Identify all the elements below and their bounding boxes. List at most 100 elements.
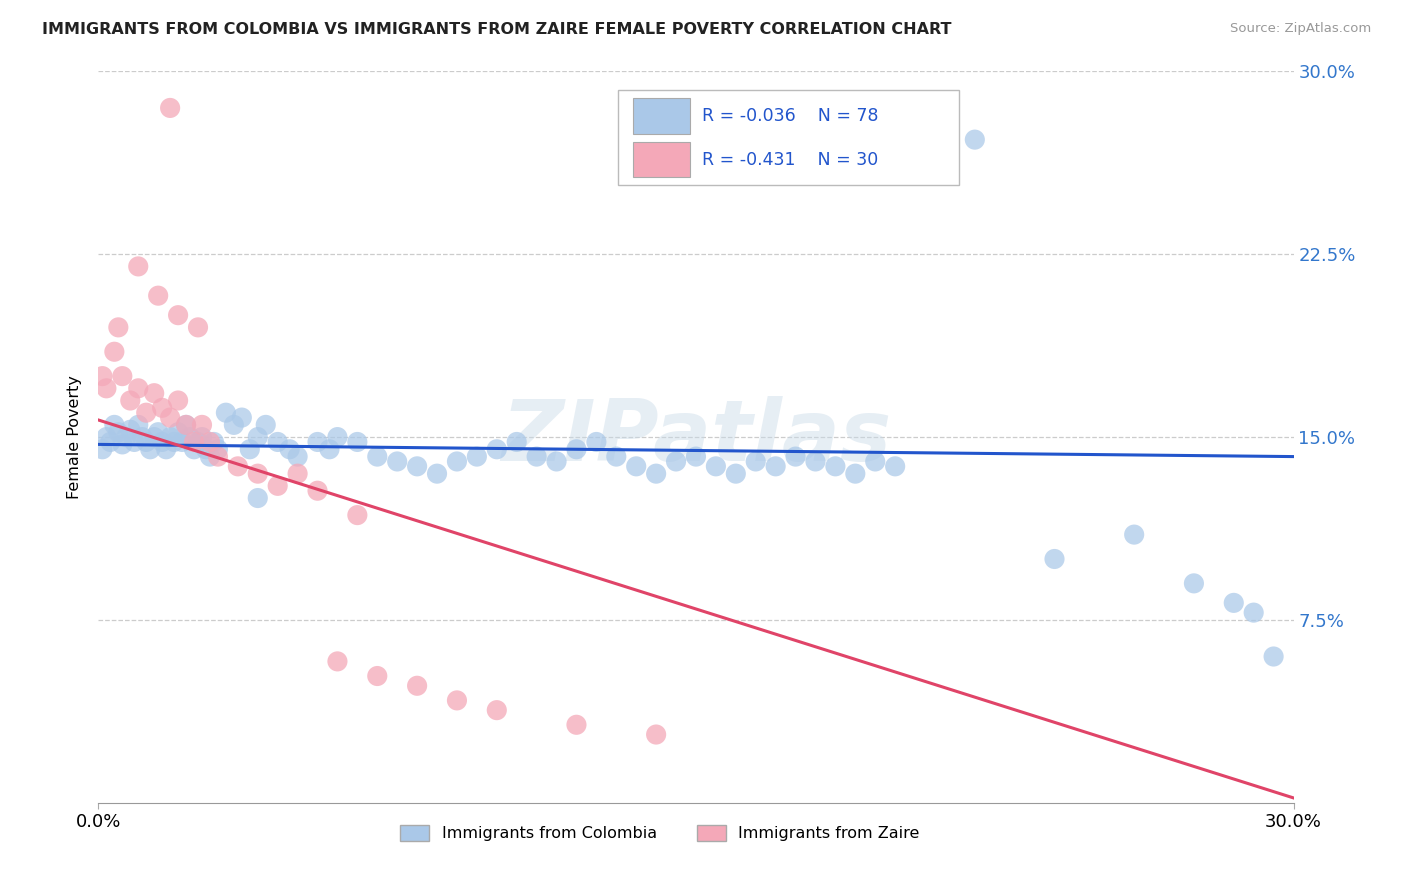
Point [202,434,225,449]
Point [127,260,149,274]
Point [246,430,269,444]
Point [135,406,157,420]
Point [406,679,429,693]
Point [103,344,125,359]
Point [98,434,122,449]
Point [124,434,146,449]
Point [287,450,309,464]
Point [526,450,548,464]
Point [222,417,245,432]
Point [745,454,768,468]
Point [174,417,197,432]
Point [167,393,190,408]
Point [239,442,262,457]
Point [111,369,134,384]
Point [865,454,887,468]
Point [318,442,340,457]
Point [804,454,827,468]
Point [226,459,249,474]
Text: ZIPatlas: ZIPatlas [501,395,891,479]
Point [231,410,253,425]
Point [148,425,170,440]
Point [326,430,349,444]
Point [127,381,149,395]
Point [179,430,201,444]
Point [96,381,118,395]
Bar [633,143,690,178]
Point [96,430,118,444]
Point [465,450,488,464]
Point [150,401,173,415]
Point [207,442,229,457]
Point [1243,606,1265,620]
Point [107,320,129,334]
Point [135,434,157,449]
Point [685,450,707,464]
Point [506,434,529,449]
Point [366,450,388,464]
Text: R = -0.431    N = 30: R = -0.431 N = 30 [702,151,879,169]
Point [159,410,181,425]
Point [148,288,170,302]
Point [565,442,588,457]
Point [143,386,166,401]
Point [215,406,238,420]
Point [198,450,221,464]
Point [844,467,866,481]
Point [406,459,429,474]
Legend: Immigrants from Colombia, Immigrants from Zaire: Immigrants from Colombia, Immigrants fro… [394,818,927,847]
Point [246,491,269,505]
Text: IMMIGRANTS FROM COLOMBIA VS IMMIGRANTS FROM ZAIRE FEMALE POVERTY CORRELATION CHA: IMMIGRANTS FROM COLOMBIA VS IMMIGRANTS F… [42,22,952,37]
Point [626,459,648,474]
Point [115,430,138,444]
Point [1223,596,1246,610]
Point [765,459,787,474]
Point [91,369,114,384]
Point [366,669,388,683]
Point [167,425,190,440]
Point [246,467,269,481]
Point [120,393,142,408]
Text: R = -0.036    N = 78: R = -0.036 N = 78 [702,107,879,125]
Text: Source: ZipAtlas.com: Source: ZipAtlas.com [1230,22,1371,36]
Point [254,417,277,432]
Point [1123,527,1146,541]
Point [385,454,409,468]
Point [326,654,349,668]
Point [446,693,468,707]
Point [198,434,221,449]
Point [665,454,688,468]
Point [143,430,166,444]
Point [346,434,368,449]
Point [267,479,290,493]
Point [187,320,209,334]
Point [426,467,449,481]
Point [111,437,134,451]
Point [724,467,747,481]
Point [346,508,368,522]
Point [546,454,568,468]
FancyBboxPatch shape [619,90,959,185]
Point [824,459,846,474]
Point [159,101,181,115]
Point [585,434,607,449]
Point [163,434,186,449]
Point [155,442,177,457]
Point [565,718,588,732]
Point [645,727,668,741]
Point [183,434,205,449]
Point [1182,576,1205,591]
Point [103,417,125,432]
Point [159,430,181,444]
Point [127,417,149,432]
Point [183,442,205,457]
Point [485,703,508,717]
Point [167,308,190,322]
Y-axis label: Female Poverty: Female Poverty [67,376,83,499]
Point [485,442,508,457]
Bar [633,98,690,134]
Point [172,434,194,449]
Point [91,442,114,457]
Point [785,450,807,464]
Point [267,434,290,449]
